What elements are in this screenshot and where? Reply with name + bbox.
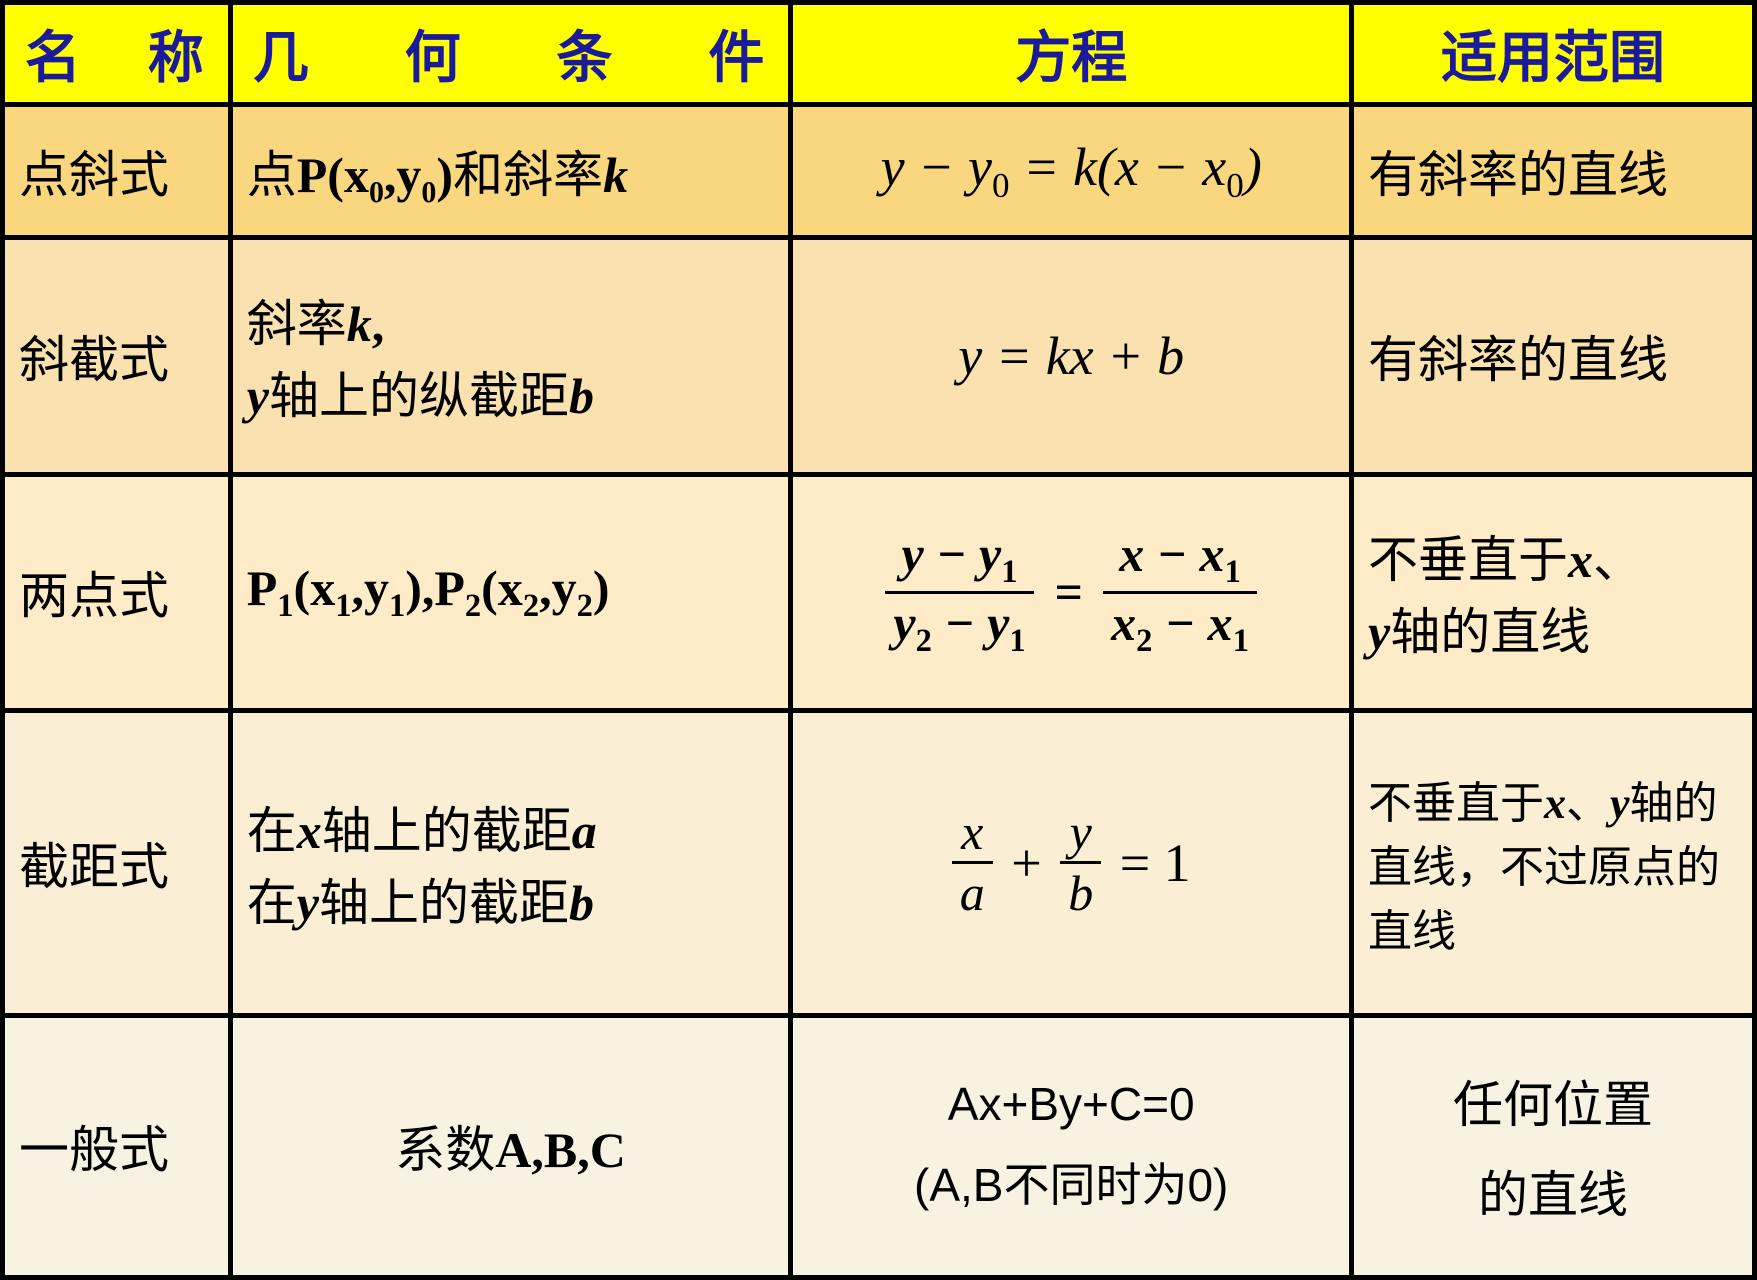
math-points: P1(x1,y1),P2(x2,y2) bbox=[247, 560, 610, 616]
text: 轴上的纵截距 bbox=[269, 368, 569, 424]
text: 系数 bbox=[395, 1122, 495, 1178]
table-row: 两点式 P1(x1,y1),P2(x2,y2) y − y1 y2 − y1 =… bbox=[3, 474, 1755, 710]
equation-line1: Ax+By+C=0 bbox=[807, 1077, 1335, 1131]
cell-name: 点斜式 bbox=[3, 105, 231, 238]
denominator: x2 − x1 bbox=[1103, 594, 1257, 660]
text: 在 bbox=[247, 875, 297, 931]
plus: + bbox=[1011, 833, 1041, 893]
cell-condition: 系数A,B,C bbox=[230, 1015, 791, 1277]
var-y: y bbox=[1610, 779, 1630, 828]
cell-name: 一般式 bbox=[3, 1015, 231, 1277]
var-y: y bbox=[1368, 604, 1390, 660]
cell-condition: P1(x1,y1),P2(x2,y2) bbox=[230, 474, 791, 710]
var-a: a bbox=[572, 803, 597, 859]
denominator: a bbox=[952, 864, 993, 922]
cell-scope: 任何位置 的直线 bbox=[1352, 1015, 1755, 1277]
var-b: b bbox=[569, 875, 594, 931]
cell-scope: 有斜率的直线 bbox=[1352, 238, 1755, 474]
numerator: y bbox=[1060, 803, 1101, 864]
var-x: x bbox=[297, 803, 322, 859]
text: 斜率 bbox=[247, 296, 347, 352]
fraction-left: y − y1 y2 − y1 bbox=[885, 525, 1033, 660]
equals-one: = 1 bbox=[1120, 833, 1191, 893]
math-point: P(x₀,y₀) bbox=[297, 147, 453, 203]
text: 在 bbox=[247, 803, 297, 859]
table-row: 点斜式 点P(x₀,y₀)和斜率k y − y0 = k(x − x0) 有斜率… bbox=[3, 105, 1755, 238]
var-x: x bbox=[1568, 532, 1593, 588]
cell-equation: y − y1 y2 − y1 = x − x1 x2 − x1 bbox=[791, 474, 1352, 710]
text: 、 bbox=[1593, 532, 1643, 588]
var-k: k bbox=[603, 147, 628, 203]
numerator: x − x1 bbox=[1103, 525, 1257, 594]
text: 点 bbox=[247, 147, 297, 203]
var-b: b bbox=[569, 368, 594, 424]
text: 不垂直于 bbox=[1368, 532, 1568, 588]
cell-name: 斜截式 bbox=[3, 238, 231, 474]
text: 轴上的截距 bbox=[322, 803, 572, 859]
equation: y − y0 = k(x − x0) bbox=[881, 137, 1262, 197]
header-equation: 方程 bbox=[791, 3, 1352, 105]
cell-equation: y − y0 = k(x − x0) bbox=[791, 105, 1352, 238]
var-x: x bbox=[1544, 779, 1566, 828]
fraction-right: x − x1 x2 − x1 bbox=[1103, 525, 1257, 660]
fraction-x-a: x a bbox=[952, 803, 993, 922]
text: 轴的直线 bbox=[1390, 604, 1590, 660]
cell-condition: 点P(x₀,y₀)和斜率k bbox=[230, 105, 791, 238]
header-name: 名称 bbox=[3, 3, 231, 105]
table: 名称 几何条件 方程 适用范围 点斜式 点P(x₀,y₀)和斜率k y − y0… bbox=[0, 0, 1757, 1280]
cell-scope: 有斜率的直线 bbox=[1352, 105, 1755, 238]
text: 轴上的截距 bbox=[319, 875, 569, 931]
scope-line1: 任何位置 bbox=[1368, 1065, 1738, 1137]
cell-equation: Ax+By+C=0 (A,B不同时为0) bbox=[791, 1015, 1352, 1277]
table-row: 斜截式 斜率k, y轴上的纵截距b y = kx + b 有斜率的直线 bbox=[3, 238, 1755, 474]
table-row: 一般式 系数A,B,C Ax+By+C=0 (A,B不同时为0) 任何位置 的直… bbox=[3, 1015, 1755, 1277]
var-y: y bbox=[247, 368, 269, 424]
cell-scope: 不垂直于x、y轴的直线，不过原点的直线 bbox=[1352, 710, 1755, 1015]
header-condition: 几何条件 bbox=[230, 3, 791, 105]
var-y: y bbox=[297, 875, 319, 931]
numerator: y − y1 bbox=[885, 525, 1033, 594]
cell-condition: 斜率k, y轴上的纵截距b bbox=[230, 238, 791, 474]
cell-name: 两点式 bbox=[3, 474, 231, 710]
cell-scope: 不垂直于x、 y轴的直线 bbox=[1352, 474, 1755, 710]
table-row: 截距式 在x轴上的截距a 在y轴上的截距b x a + y b = 1 不垂直于… bbox=[3, 710, 1755, 1015]
header-row: 名称 几何条件 方程 适用范围 bbox=[3, 3, 1755, 105]
scope-line2: 的直线 bbox=[1368, 1155, 1738, 1227]
cell-name: 截距式 bbox=[3, 710, 231, 1015]
equation: y = kx + b bbox=[958, 326, 1184, 386]
fraction-y-b: y b bbox=[1060, 803, 1101, 922]
text: 不垂直于 bbox=[1368, 779, 1544, 828]
cell-equation: y = kx + b bbox=[791, 238, 1352, 474]
denominator: b bbox=[1060, 864, 1101, 922]
var-k: k bbox=[347, 296, 372, 352]
vars-abc: A,B,C bbox=[495, 1122, 626, 1178]
denominator: y2 − y1 bbox=[885, 594, 1033, 660]
cell-condition: 在x轴上的截距a 在y轴上的截距b bbox=[230, 710, 791, 1015]
header-scope: 适用范围 bbox=[1352, 3, 1755, 105]
equation-line2: (A,B不同时为0) bbox=[807, 1149, 1335, 1215]
line-equations-table: 名称 几何条件 方程 适用范围 点斜式 点P(x₀,y₀)和斜率k y − y0… bbox=[0, 0, 1757, 1280]
equals: = bbox=[1054, 564, 1083, 620]
text: 和斜率 bbox=[453, 147, 603, 203]
numerator: x bbox=[952, 803, 993, 864]
text: 、 bbox=[1566, 779, 1610, 828]
text: , bbox=[372, 296, 385, 352]
cell-equation: x a + y b = 1 bbox=[791, 710, 1352, 1015]
